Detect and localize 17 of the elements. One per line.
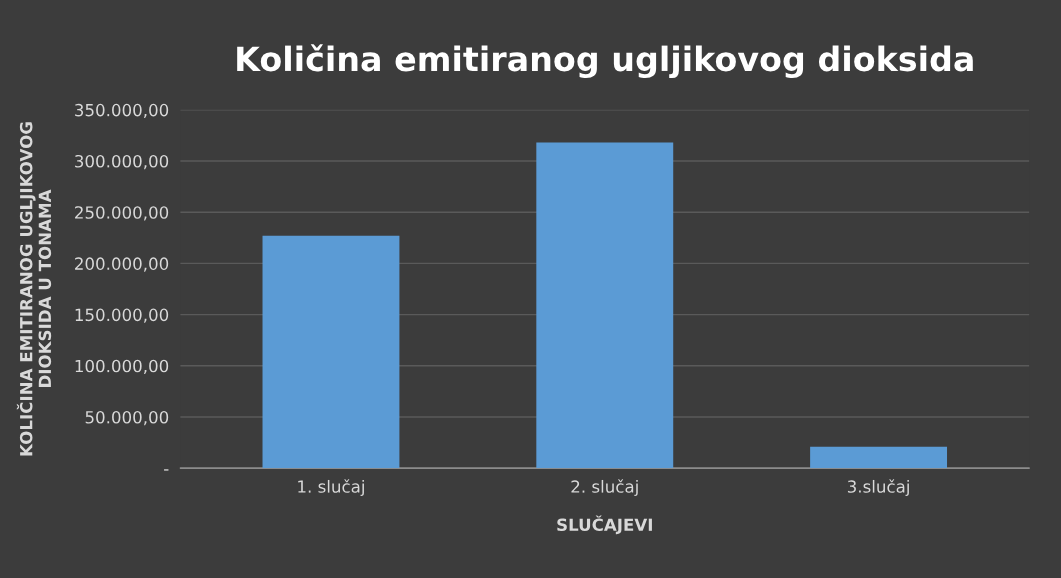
y-tick-label: 200.000,00	[75, 257, 169, 272]
x-tick-label: 2. slučaj	[571, 479, 638, 497]
x-axis-title: SLUČAJEVI	[557, 515, 652, 535]
y-tick-label: 100.000,00	[75, 359, 169, 375]
y-tick-label: 250.000,00	[75, 206, 169, 221]
y-tick-label: 50.000,00	[85, 410, 169, 426]
y-tick-label: 150.000,00	[75, 308, 169, 323]
x-tick-label: 1. slučaj	[298, 479, 364, 497]
y-tick-label: 350.000,00	[75, 103, 169, 119]
y-tick-label: -	[164, 469, 169, 471]
y-axis-title: KOLIČINA EMITIRANOG UGLJIKOVOG DIOKSIDA U TONAMA	[16, 122, 52, 456]
bar	[536, 142, 674, 469]
bar	[262, 235, 400, 469]
x-tick-label: 3.slučaj	[847, 479, 909, 497]
y-tick-label: 300.000,00	[75, 154, 169, 170]
bar	[810, 446, 948, 469]
chart-title: Količina emitiranog ugljikovog dioksida	[237, 44, 973, 79]
